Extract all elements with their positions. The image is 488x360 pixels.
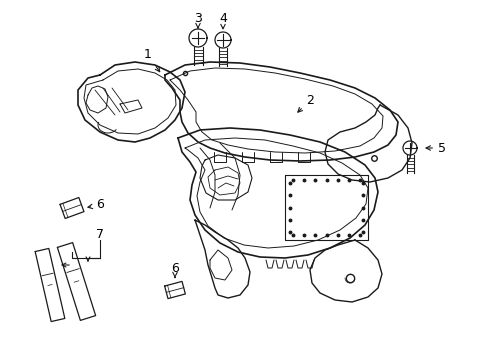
Text: 7: 7 xyxy=(96,229,104,242)
Text: 2: 2 xyxy=(297,94,313,112)
Text: 6: 6 xyxy=(171,261,179,278)
Text: 4: 4 xyxy=(219,12,226,29)
Text: 5: 5 xyxy=(425,141,445,154)
Text: 3: 3 xyxy=(194,12,202,28)
Text: 1: 1 xyxy=(144,49,160,72)
Text: 6: 6 xyxy=(88,198,104,211)
